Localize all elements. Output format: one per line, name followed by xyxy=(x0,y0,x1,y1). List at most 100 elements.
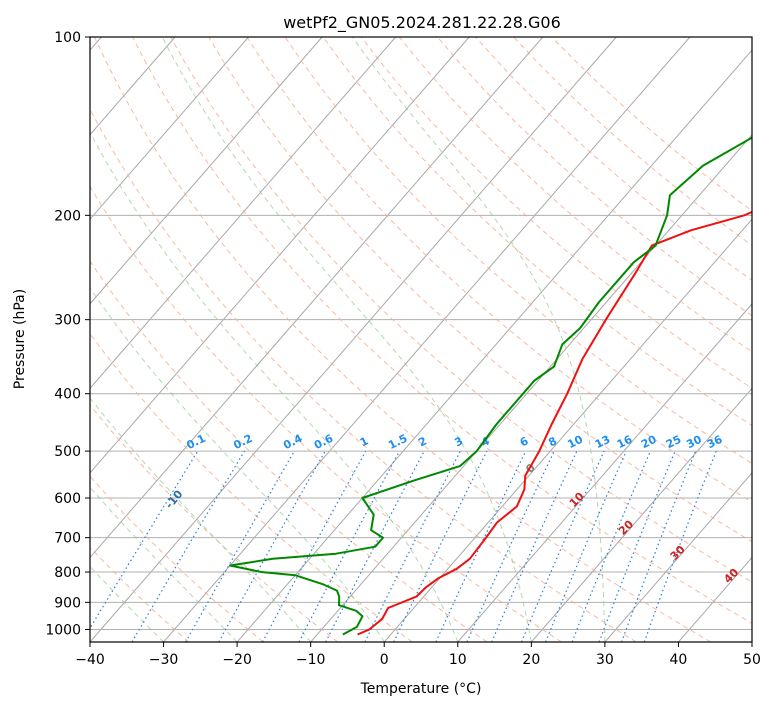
mixing-ratio-lines xyxy=(90,450,717,642)
dry-adiabat-line xyxy=(475,37,752,281)
x-tick-label: 20 xyxy=(522,652,540,668)
dry-adiabats xyxy=(90,37,752,642)
mixing-ratio-line xyxy=(435,450,527,642)
mixing-ratio-line xyxy=(466,450,555,642)
isotherm-line xyxy=(457,303,752,642)
mixing-ratio-line xyxy=(218,450,326,642)
x-tick-label: 10 xyxy=(449,652,467,668)
isotherm-line xyxy=(90,37,470,474)
dry-adiabat-line xyxy=(513,37,752,246)
mixing-ratio-label: 8 xyxy=(546,434,559,449)
mixing-ratio-label: 25 xyxy=(664,433,683,451)
moist-adiabat-line xyxy=(90,486,238,642)
mixing-ratio-line xyxy=(491,450,578,642)
y-tick-label: 600 xyxy=(54,491,81,507)
x-axis: −40 −30 −20 −10 0 10 20 30 40 50 xyxy=(75,642,761,668)
y-tick-label: 700 xyxy=(54,531,81,547)
moist-adiabat-line xyxy=(90,130,459,642)
overlay-labels: 0.10.20.40.611.52346810131620253036-100-… xyxy=(163,432,742,586)
dry-adiabat-line xyxy=(246,37,752,503)
mixing-ratio-line xyxy=(261,450,367,642)
y-tick-label: 100 xyxy=(54,30,81,46)
dry-adiabat-line xyxy=(208,37,752,543)
mixing-ratio-label: 0.1 xyxy=(185,432,208,452)
dry-adiabat-line xyxy=(90,404,339,642)
y-tick-label: 400 xyxy=(54,387,81,403)
y-tick-label: 200 xyxy=(54,208,81,224)
dry-adiabat-line xyxy=(551,37,752,212)
dry-adiabat-line xyxy=(170,37,752,583)
dry-adiabat-line xyxy=(90,332,413,642)
isotherm-line xyxy=(90,37,617,642)
dry-adiabat-line xyxy=(94,37,712,642)
mixing-ratio-line xyxy=(621,450,697,642)
mixing-ratio-label: 10 xyxy=(566,433,586,452)
mixing-ratio-label: 0.2 xyxy=(231,432,254,452)
moist-adiabat-line xyxy=(90,397,312,642)
moist-adiabat-label: 20 xyxy=(616,517,636,537)
isotherm-line xyxy=(310,133,752,642)
dry-adiabat-line xyxy=(284,37,752,465)
dry-adiabat-line xyxy=(322,37,752,427)
x-tick-label: −20 xyxy=(222,652,252,668)
moist-adiabat-label: 40 xyxy=(721,566,741,586)
profile-series xyxy=(229,136,752,636)
moist-adiabat-line xyxy=(351,37,606,642)
dry-adiabat-line xyxy=(90,546,190,642)
mixing-ratio-label: 2 xyxy=(416,434,429,449)
dry-adiabat-line xyxy=(90,108,637,642)
mixing-ratio-label: 3 xyxy=(452,434,465,449)
mixing-ratio-line xyxy=(298,450,400,642)
y-axis: 1000 900 800 700 600 500 400 300 200 100 xyxy=(45,30,90,638)
mixing-ratio-line xyxy=(131,450,246,642)
y-axis-title: Pressure (hPa) xyxy=(12,289,28,389)
mixing-ratio-line xyxy=(598,450,676,642)
isotherm-line xyxy=(751,641,752,642)
moist-adiabat-line xyxy=(90,287,385,642)
mixing-ratio-label: 20 xyxy=(639,433,659,452)
x-tick-label: 50 xyxy=(743,652,761,668)
dry-adiabat-line xyxy=(398,37,752,353)
moist-adiabat-label: 10 xyxy=(567,490,587,510)
moist-adiabat-label: 30 xyxy=(668,543,688,563)
mixing-ratio-label: 1.5 xyxy=(386,432,409,452)
plot-area: 0.10.20.40.611.52346810131620253036-100-… xyxy=(90,37,752,642)
isotherm-line xyxy=(530,387,752,642)
dry-adiabat-line xyxy=(90,260,488,642)
mixing-ratio-label: 0.4 xyxy=(281,432,305,452)
x-tick-label: 0 xyxy=(380,652,389,668)
isotherm-line xyxy=(678,556,752,642)
dry-adiabat-line xyxy=(90,185,562,642)
x-tick-label: −30 xyxy=(149,652,179,668)
dry-adiabat-line xyxy=(132,37,752,624)
y-tick-label: 900 xyxy=(54,595,81,611)
mixing-ratio-line xyxy=(393,450,488,642)
moist-adiabat-line xyxy=(161,37,532,642)
isotherm-line xyxy=(163,37,691,642)
mixing-ratio-label: 6 xyxy=(518,434,531,449)
temperature-profile-line xyxy=(357,210,752,636)
moist-adiabats xyxy=(90,37,606,642)
y-tick-label: 300 xyxy=(54,313,81,329)
isotherm-line xyxy=(90,37,249,221)
mixing-ratio-label: 36 xyxy=(705,433,725,452)
dry-adiabat-line xyxy=(90,475,264,642)
y-tick-label: 500 xyxy=(54,444,81,460)
dewpoint-profile-line xyxy=(229,136,752,636)
x-axis-title: Temperature (°C) xyxy=(360,681,482,697)
isotherm-line xyxy=(604,472,752,642)
isotherm-line xyxy=(383,218,752,642)
x-tick-label: 40 xyxy=(670,652,688,668)
mixing-ratio-label: 1 xyxy=(358,434,371,449)
mixing-ratio-line xyxy=(90,450,199,630)
plot-frame xyxy=(89,36,753,643)
mixing-ratio-label: 13 xyxy=(593,433,612,451)
isotherm-line xyxy=(90,37,544,559)
x-tick-label: 30 xyxy=(596,652,614,668)
x-tick-label: −10 xyxy=(296,652,326,668)
mixing-ratio-line xyxy=(571,450,651,642)
chart-title: wetPf2_GN05.2024.281.22.28.G06 xyxy=(283,13,561,33)
y-tick-label: 1000 xyxy=(45,622,81,638)
isotherms xyxy=(90,37,752,642)
